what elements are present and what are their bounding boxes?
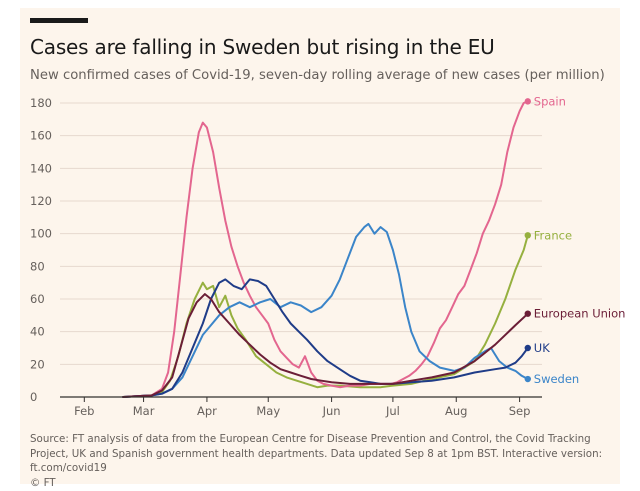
chart-card: Cases are falling in Sweden but rising i… <box>20 8 625 489</box>
x-tick-label: Mar <box>133 404 155 418</box>
y-tick-label: 140 <box>30 161 52 175</box>
series-end-dot <box>524 375 531 383</box>
series-end-dot <box>524 344 531 352</box>
y-tick-label: 120 <box>30 194 52 208</box>
x-tick-label: May <box>256 404 280 418</box>
y-axis-ticks: 0 20 40 60 80 100 120 140 160 180 <box>30 96 52 404</box>
x-tick-label: Feb <box>74 404 94 418</box>
y-tick-label: 0 <box>30 390 37 404</box>
series-label: Spain <box>534 94 566 108</box>
series-label: Sweden <box>534 372 579 386</box>
series-line-european-union <box>122 293 529 398</box>
y-tick-label: 20 <box>30 357 45 371</box>
series-label: France <box>534 228 572 242</box>
x-tick-label: Aug <box>445 404 467 418</box>
title-rule <box>30 18 88 23</box>
series-end-dot <box>524 310 531 317</box>
y-tick-label: 100 <box>30 227 52 241</box>
series-label: European Union <box>534 307 626 321</box>
source-text: Source: FT analysis of data from the Eur… <box>30 433 603 474</box>
series-end-dot <box>524 232 531 239</box>
series-line-uk <box>122 278 529 398</box>
y-tick-label: 60 <box>30 292 45 306</box>
credit-text: © FT <box>30 476 56 489</box>
gridlines <box>60 102 542 365</box>
series-line-spain <box>122 100 529 398</box>
series-end-dot <box>524 98 531 105</box>
series-line-sweden <box>122 222 529 398</box>
series-label: UK <box>534 341 550 355</box>
series-lines <box>122 100 529 398</box>
chart-title: Cases are falling in Sweden but rising i… <box>30 35 495 59</box>
line-chart: 0 20 40 60 80 100 120 140 160 180 Spain France Euro… <box>30 94 625 418</box>
x-tick-label: Sep <box>509 404 531 418</box>
x-axis: Feb Mar Apr May Jun Jul Aug Sep <box>60 396 542 418</box>
y-tick-label: 180 <box>30 96 52 110</box>
x-tick-label: Jun <box>322 404 341 418</box>
y-tick-label: 40 <box>30 325 45 339</box>
y-tick-label: 80 <box>30 259 45 273</box>
y-tick-label: 160 <box>30 129 52 143</box>
series-labels: Spain France European Union UK Sweden <box>524 94 626 386</box>
source-note: Source: FT analysis of data from the Eur… <box>30 432 615 490</box>
x-tick-label: Apr <box>197 404 217 418</box>
chart-subtitle: New confirmed cases of Covid-19, seven-d… <box>30 68 605 83</box>
x-tick-label: Jul <box>385 404 400 418</box>
